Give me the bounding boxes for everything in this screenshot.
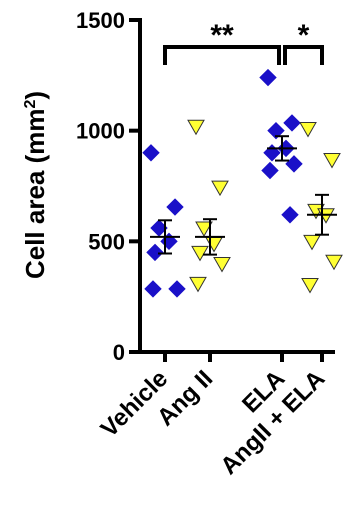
data-point <box>166 198 184 216</box>
data-point <box>168 280 186 298</box>
y-axis: 0 500 1000 1500 <box>76 8 142 365</box>
data-point <box>191 245 209 262</box>
data-point <box>261 161 279 180</box>
data-point <box>211 180 229 197</box>
data-point <box>285 155 303 173</box>
significance-bracket <box>283 45 324 65</box>
data-point <box>301 277 319 294</box>
data-point <box>195 221 213 238</box>
data-point <box>263 144 281 162</box>
significance-annotations: ** * <box>163 19 324 65</box>
data-point <box>146 243 164 262</box>
y-tick-label: 0 <box>113 340 125 365</box>
y-axis-title-main: Cell area (mm <box>20 109 50 280</box>
data-point <box>267 121 285 140</box>
significance-label: ** <box>210 19 234 52</box>
data-point <box>259 68 277 87</box>
y-axis-title: Cell area (mm2) <box>20 91 50 279</box>
data-points <box>142 68 343 298</box>
data-point <box>323 152 341 169</box>
y-axis-title-superscript: 2 <box>22 100 39 109</box>
data-point <box>303 234 321 251</box>
y-tick-label: 1500 <box>76 8 125 33</box>
y-axis-title-suffix: ) <box>20 91 50 100</box>
data-point <box>325 254 343 271</box>
significance-label: * <box>298 19 310 52</box>
data-point <box>283 114 301 132</box>
significance-bracket <box>163 45 281 65</box>
data-point <box>160 232 178 251</box>
y-tick-label: 500 <box>88 229 125 254</box>
data-point <box>142 144 160 162</box>
data-point <box>144 280 162 298</box>
data-point <box>213 256 231 273</box>
data-point <box>299 121 317 138</box>
data-point <box>187 119 205 136</box>
data-point <box>189 276 207 293</box>
y-tick-label: 1000 <box>76 119 125 144</box>
data-point <box>205 237 223 253</box>
data-point <box>281 206 299 224</box>
mean-sem-bars <box>150 135 337 256</box>
